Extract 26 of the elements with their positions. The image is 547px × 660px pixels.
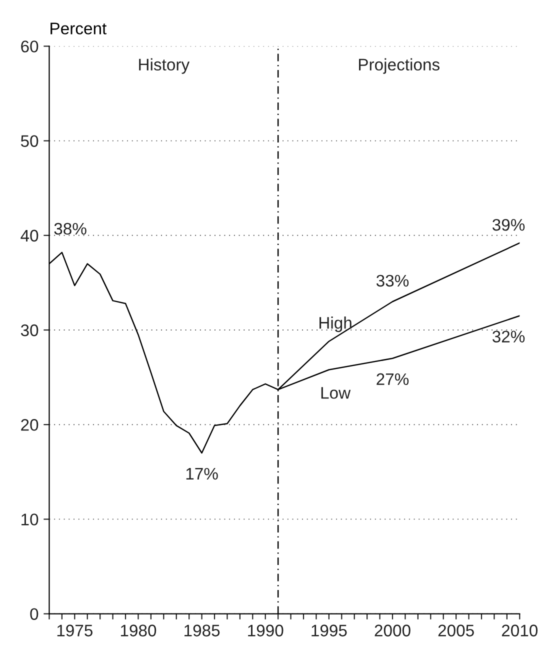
- x-tick-label: 2010: [502, 624, 538, 636]
- x-tick-label: 2005: [438, 624, 474, 636]
- annotation: 17%: [186, 468, 218, 480]
- y-axis-title: Percent: [50, 22, 107, 34]
- annotation: 33%: [376, 274, 409, 287]
- y-tick-label: 50: [20, 135, 38, 148]
- x-tick-label: 2000: [374, 624, 410, 636]
- annotation: 39%: [492, 218, 525, 231]
- x-tick-label: 1995: [312, 624, 347, 636]
- annotation: Projections: [359, 58, 440, 74]
- series-label: High: [320, 316, 352, 332]
- x-tick-label: 1975: [57, 624, 92, 636]
- annotation: History: [139, 58, 190, 74]
- y-tick-label: 40: [20, 230, 38, 242]
- y-tick-label: 20: [21, 419, 38, 431]
- y-tick-label: 30: [20, 324, 38, 336]
- y-tick-label: 60: [21, 40, 38, 52]
- series-label: Low: [321, 387, 351, 399]
- x-tick-label: 1985: [184, 624, 220, 636]
- annotation: 27%: [376, 373, 409, 386]
- annotation: 32%: [492, 330, 525, 343]
- x-tick-label: 1980: [120, 624, 156, 636]
- x-tick-label: 1990: [248, 624, 284, 636]
- y-tick-label: 0: [30, 608, 38, 620]
- annotation: 38%: [54, 222, 86, 235]
- y-tick-label: 10: [22, 514, 38, 526]
